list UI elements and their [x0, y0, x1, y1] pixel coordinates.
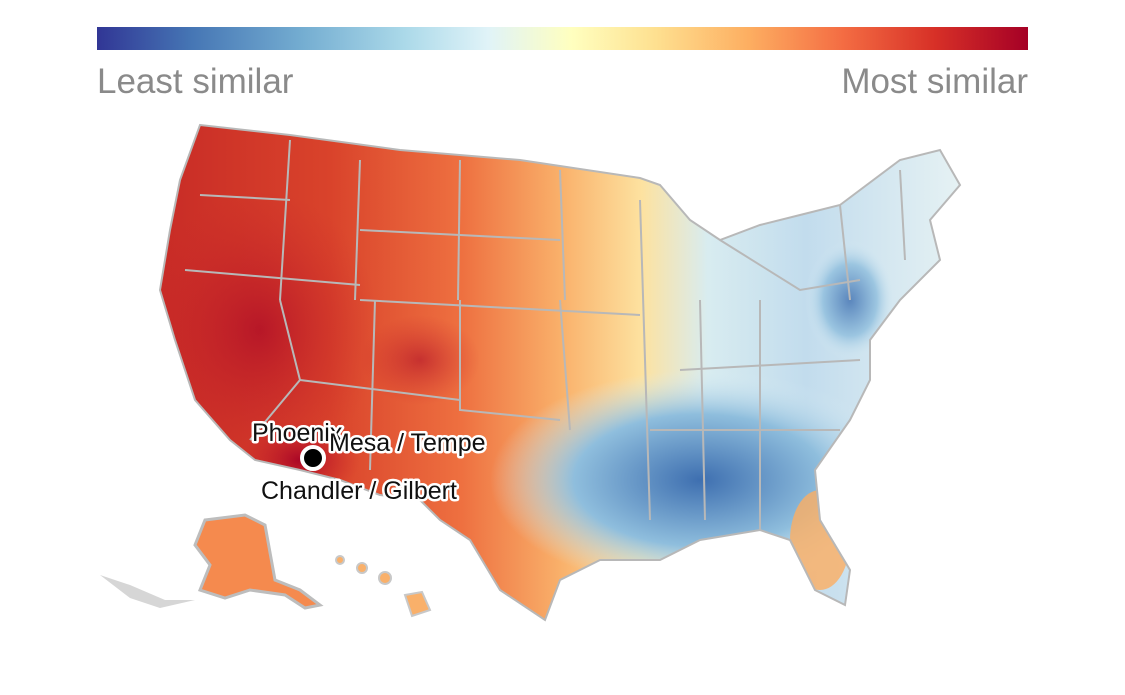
- mesa-tempe-marker: [300, 445, 326, 471]
- city-label-phoenix: Phoenix: [252, 419, 343, 447]
- city-markers: Phoenix Mesa / Tempe Chandler / Gilbert: [250, 417, 489, 508]
- legend-color-ramp: [97, 27, 1028, 50]
- city-label-chandler-gilbert: Chandler / Gilbert: [261, 477, 457, 505]
- legend-min-label: Least similar: [97, 62, 294, 101]
- hawaii: [335, 555, 432, 618]
- us-outline: [158, 123, 962, 622]
- legend-max-label: Most similar: [841, 62, 1028, 101]
- city-label-mesa-tempe: Mesa / Tempe: [329, 429, 486, 457]
- alaska: [100, 513, 324, 610]
